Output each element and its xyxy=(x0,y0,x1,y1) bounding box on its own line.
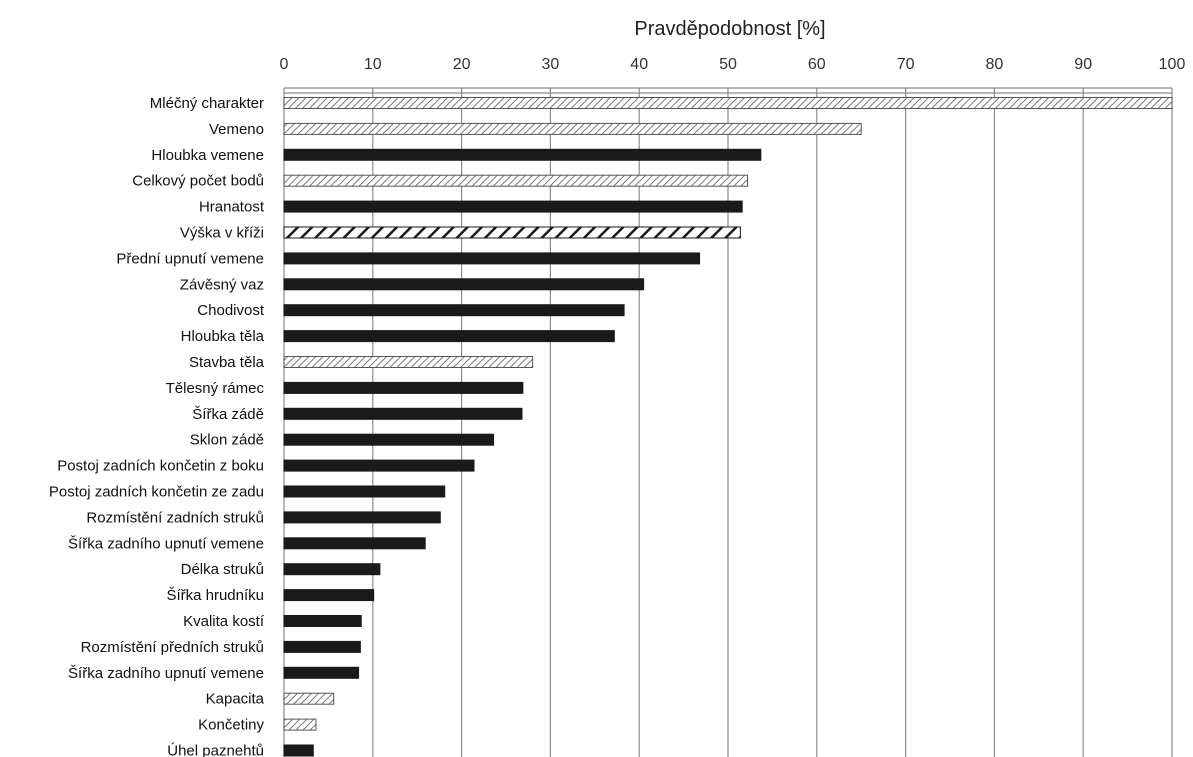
category-label: Vemeno xyxy=(209,121,264,138)
category-label: Končetiny xyxy=(198,717,264,734)
x-tick-label: 100 xyxy=(1159,56,1186,73)
bars xyxy=(283,97,1173,757)
x-tick-label: 50 xyxy=(719,56,737,73)
category-label: Šířka zadního upnutí vemene xyxy=(68,535,264,552)
bar xyxy=(283,718,317,731)
bar xyxy=(283,563,381,576)
category-label: Hranatost xyxy=(199,199,265,216)
category-label: Kvalita kostí xyxy=(183,613,265,630)
x-tick-label: 30 xyxy=(542,56,560,73)
category-label: Úhel paznehtů xyxy=(167,743,264,757)
x-tick-label: 20 xyxy=(453,56,471,73)
category-label: Mléčný charakter xyxy=(150,95,264,112)
bar xyxy=(283,122,862,135)
category-label: Hloubka vemene xyxy=(151,147,264,164)
x-tick-label: 90 xyxy=(1074,56,1092,73)
bar xyxy=(283,433,495,446)
bar xyxy=(283,330,615,343)
bar xyxy=(283,200,743,213)
bar xyxy=(283,252,701,265)
bar xyxy=(283,304,625,317)
bar xyxy=(283,356,534,368)
bar xyxy=(283,640,361,653)
category-label: Postoj zadních končetin ze zadu xyxy=(49,484,264,501)
category-label: Chodivost xyxy=(197,302,265,319)
bar xyxy=(283,459,475,472)
category-label: Rozmístění zadních struků xyxy=(86,509,264,526)
bar xyxy=(283,485,446,498)
x-tick-label: 40 xyxy=(630,56,648,73)
bar xyxy=(283,615,362,627)
x-axis-ticks: 0 10 20 30 40 50 60 70 80 90 100 xyxy=(280,56,1186,73)
category-label: Rozmístění předních struků xyxy=(81,639,264,656)
category-label: Celkový počet bodů xyxy=(132,173,264,190)
category-label: Postoj zadních končetin z boku xyxy=(57,458,264,475)
category-label: Šířka zadního upnutí vemene xyxy=(68,665,264,682)
category-label: Přední upnutí vemene xyxy=(116,250,264,267)
category-label: Závěsný vaz xyxy=(180,276,264,293)
bar xyxy=(283,537,426,550)
grid-lines xyxy=(283,87,1173,757)
bar xyxy=(283,381,524,394)
category-label: Šířka zádě xyxy=(192,406,264,423)
category-label: Hloubka těla xyxy=(181,328,265,345)
bar xyxy=(283,97,1173,109)
bar xyxy=(283,174,749,187)
category-label: Výška v kříži xyxy=(180,225,264,242)
x-tick-label: 80 xyxy=(986,56,1004,73)
bar xyxy=(283,511,441,524)
bar xyxy=(283,278,645,291)
x-tick-label: 10 xyxy=(364,56,382,73)
x-tick-label: 0 xyxy=(280,56,289,73)
x-axis-title: Pravděpodobnost [%] xyxy=(634,18,825,40)
bar xyxy=(283,692,335,705)
category-label: Délka struků xyxy=(181,561,264,578)
bar xyxy=(283,666,360,679)
x-tick-label: 60 xyxy=(808,56,826,73)
category-labels: Mléčný charakter Vemeno Hloubka vemene Celk… xyxy=(49,95,265,757)
category-label: Stavba těla xyxy=(189,354,265,371)
category-label: Kapacita xyxy=(206,691,265,708)
x-tick-label: 70 xyxy=(897,56,915,73)
category-label: Sklon zádě xyxy=(190,432,264,449)
bar xyxy=(283,744,314,757)
bar xyxy=(283,589,375,602)
bar xyxy=(283,148,762,161)
bar xyxy=(283,226,741,239)
category-label: Tělesný rámec xyxy=(166,380,265,397)
category-label: Šířka hrudníku xyxy=(166,587,264,604)
bar xyxy=(283,407,523,420)
